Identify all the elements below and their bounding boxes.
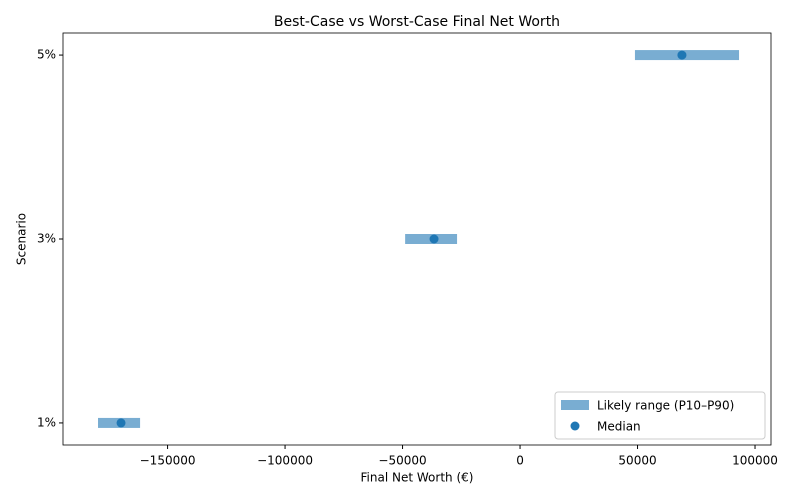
median-point	[677, 50, 687, 60]
legend-label: Median	[597, 420, 641, 434]
legend-label: Likely range (P10–P90)	[597, 399, 734, 413]
legend-swatch	[570, 421, 580, 431]
x-tick-label: 100000	[732, 454, 778, 468]
chart-title: Best-Case vs Worst-Case Final Net Worth	[274, 14, 560, 30]
y-axis-label: Scenario	[15, 213, 29, 265]
x-tick-label: −50000	[378, 454, 426, 468]
x-tick-label: 0	[516, 454, 524, 468]
x-tick-label: 50000	[618, 454, 656, 468]
legend-swatch	[561, 400, 589, 410]
y-tick-label: 1%	[37, 415, 56, 429]
range-bar	[634, 50, 740, 61]
x-tick-label: −100000	[257, 454, 313, 468]
y-tick-label: 3%	[37, 232, 56, 246]
median-point	[116, 418, 126, 428]
y-tick-label: 5%	[37, 48, 56, 62]
x-axis-label: Final Net Worth (€)	[361, 471, 474, 485]
x-tick-label: −150000	[140, 454, 196, 468]
median-point	[429, 234, 439, 244]
plot-frame	[62, 32, 772, 446]
legend-box	[554, 391, 766, 440]
